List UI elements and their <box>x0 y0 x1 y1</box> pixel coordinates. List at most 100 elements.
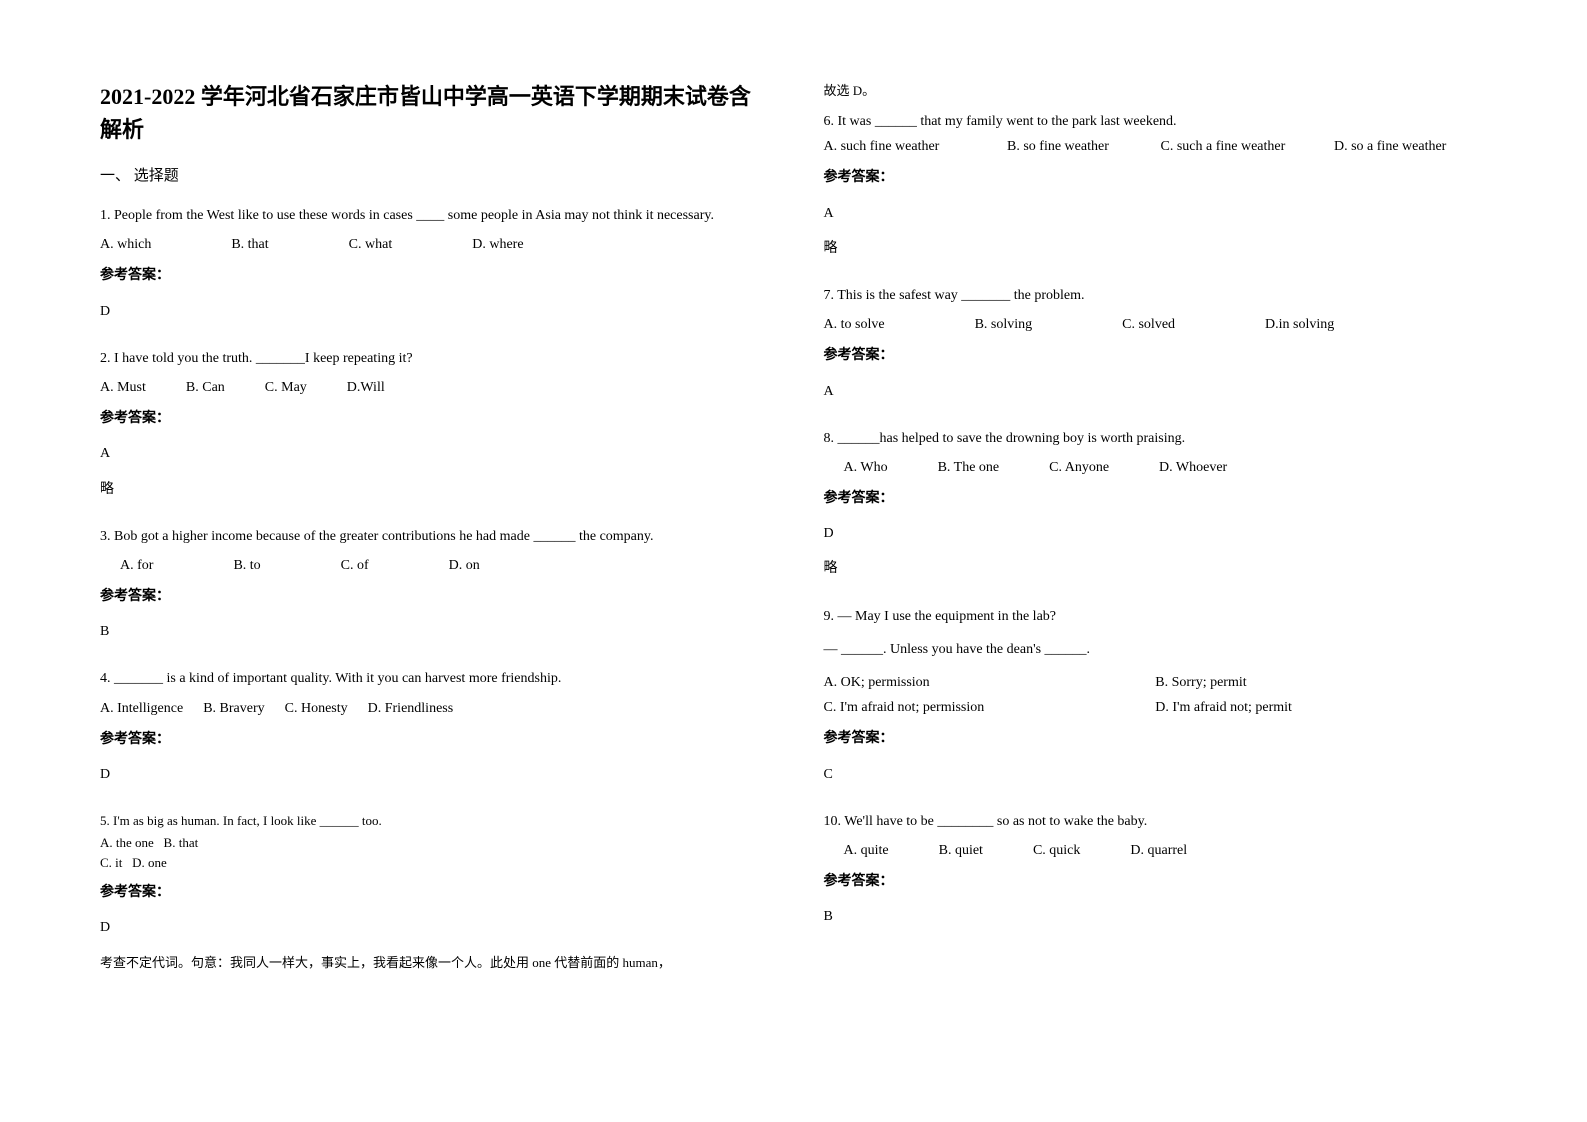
q4-answer: D <box>100 762 764 787</box>
q4-opt-b: B. Bravery <box>203 696 264 721</box>
q1-opt-a: A. which <box>100 232 151 257</box>
q9-opt-b: B. Sorry; permit <box>1155 670 1487 695</box>
question-4: 4. _______ is a kind of important qualit… <box>100 666 764 797</box>
q3-answer: B <box>100 619 764 644</box>
q4-options: A. Intelligence B. Bravery C. Honesty D.… <box>100 696 764 721</box>
question-10: 10. We'll have to be ________ so as not … <box>824 809 1488 940</box>
q9-options: A. OK; permission B. Sorry; permit C. I'… <box>824 670 1488 720</box>
q8-text: 8. ______has helped to save the drowning… <box>824 426 1488 451</box>
q5-opt-c: C. it <box>100 855 122 870</box>
q4-opt-c: C. Honesty <box>285 696 348 721</box>
q5-answer-label: 参考答案： <box>100 880 764 905</box>
q7-opt-d: D.in solving <box>1265 312 1334 337</box>
q10-opt-b: B. quiet <box>939 838 983 863</box>
q2-opt-c: C. May <box>265 375 307 400</box>
q6-answer: A <box>824 201 1488 226</box>
q10-opt-c: C. quick <box>1033 838 1080 863</box>
q8-answer: D <box>824 521 1488 546</box>
q2-text: 2. I have told you the truth. _______I k… <box>100 346 764 371</box>
q3-options: A. for B. to C. of D. on <box>100 553 764 578</box>
q6-opt-b: B. so fine weather <box>1007 134 1157 159</box>
question-5: 5. I'm as big as human. In fact, I look … <box>100 809 764 984</box>
q9-answer: C <box>824 762 1488 787</box>
q2-opt-b: B. Can <box>186 375 225 400</box>
q9-text2: — ______. Unless you have the dean's ___… <box>824 637 1488 662</box>
q8-note: 略 <box>824 556 1488 581</box>
q2-options: A. Must B. Can C. May D.Will <box>100 375 764 400</box>
q9-opt-a: A. OK; permission <box>824 670 1156 695</box>
q8-opt-a: A. Who <box>844 455 888 480</box>
question-8: 8. ______has helped to save the drowning… <box>824 426 1488 592</box>
q4-opt-d: D. Friendliness <box>368 696 454 721</box>
q2-opt-d: D.Will <box>347 375 385 400</box>
q1-answer-label: 参考答案： <box>100 263 764 288</box>
q6-answer-label: 参考答案： <box>824 165 1488 190</box>
q8-opt-b: B. The one <box>938 455 1000 480</box>
q6-opt-d: D. so a fine weather <box>1334 134 1446 159</box>
q8-answer-label: 参考答案： <box>824 486 1488 511</box>
q8-options: A. Who B. The one C. Anyone D. Whoever <box>824 455 1488 480</box>
q10-opt-d: D. quarrel <box>1130 838 1187 863</box>
q5-options: A. the one B. that C. it D. one <box>100 833 764 875</box>
q2-answer: A <box>100 441 764 466</box>
question-6: 6. It was ______ that my family went to … <box>824 109 1488 271</box>
q9-opt-d: D. I'm afraid not; permit <box>1155 695 1487 720</box>
q1-answer: D <box>100 299 764 324</box>
q2-note: 略 <box>100 477 764 502</box>
q5-explanation: 考查不定代词。句意：我同人一样大，事实上，我看起来像一个人。此处用 one 代替… <box>100 951 764 974</box>
q7-opt-c: C. solved <box>1122 312 1175 337</box>
q5-opt-a: A. the one <box>100 835 154 850</box>
q3-opt-c: C. of <box>341 553 369 578</box>
q4-opt-a: A. Intelligence <box>100 696 183 721</box>
q7-opt-a: A. to solve <box>824 312 885 337</box>
q1-opt-b: B. that <box>231 232 268 257</box>
q2-answer-label: 参考答案： <box>100 406 764 431</box>
q8-opt-c: C. Anyone <box>1049 455 1109 480</box>
q1-opt-d: D. where <box>472 232 523 257</box>
q5-answer: D <box>100 915 764 940</box>
q10-text: 10. We'll have to be ________ so as not … <box>824 809 1488 834</box>
q5-continuation: 故选 D。 <box>824 80 1488 99</box>
q5-opt-b: B. that <box>164 835 199 850</box>
exam-title: 2021-2022 学年河北省石家庄市皆山中学高一英语下学期期末试卷含解析 <box>100 80 764 146</box>
q7-text: 7. This is the safest way _______ the pr… <box>824 283 1488 308</box>
q7-options: A. to solve B. solving C. solved D.in so… <box>824 312 1488 337</box>
q9-answer-label: 参考答案： <box>824 726 1488 751</box>
q1-options: A. which B. that C. what D. where <box>100 232 764 257</box>
left-column: 2021-2022 学年河北省石家庄市皆山中学高一英语下学期期末试卷含解析 一、… <box>100 80 764 1042</box>
q6-options: A. such fine weather B. so fine weather … <box>824 134 1488 159</box>
q10-options: A. quite B. quiet C. quick D. quarrel <box>824 838 1488 863</box>
q7-opt-b: B. solving <box>975 312 1033 337</box>
q3-opt-d: D. on <box>449 553 480 578</box>
section-header: 一、 选择题 <box>100 164 764 185</box>
q3-text: 3. Bob got a higher income because of th… <box>100 524 764 549</box>
q1-opt-c: C. what <box>349 232 393 257</box>
question-7: 7. This is the safest way _______ the pr… <box>824 283 1488 414</box>
q9-opt-c: C. I'm afraid not; permission <box>824 695 1156 720</box>
q2-opt-a: A. Must <box>100 375 146 400</box>
q3-opt-b: B. to <box>233 553 260 578</box>
q4-answer-label: 参考答案： <box>100 727 764 752</box>
right-column: 故选 D。 6. It was ______ that my family we… <box>824 80 1488 1042</box>
q6-opt-c: C. such a fine weather <box>1161 134 1331 159</box>
q1-text: 1. People from the West like to use thes… <box>100 203 764 228</box>
q4-text: 4. _______ is a kind of important qualit… <box>100 666 764 691</box>
question-9: 9. — May I use the equipment in the lab?… <box>824 604 1488 797</box>
q3-answer-label: 参考答案： <box>100 584 764 609</box>
q10-answer: B <box>824 904 1488 929</box>
question-1: 1. People from the West like to use thes… <box>100 203 764 334</box>
q3-opt-a: A. for <box>120 553 153 578</box>
question-3: 3. Bob got a higher income because of th… <box>100 524 764 655</box>
q7-answer-label: 参考答案： <box>824 343 1488 368</box>
q5-text: 5. I'm as big as human. In fact, I look … <box>100 809 764 832</box>
q6-text: 6. It was ______ that my family went to … <box>824 109 1488 134</box>
q7-answer: A <box>824 379 1488 404</box>
q8-opt-d: D. Whoever <box>1159 455 1227 480</box>
q5-opt-d: D. one <box>132 855 167 870</box>
q9-text: 9. — May I use the equipment in the lab? <box>824 604 1488 629</box>
q6-note: 略 <box>824 236 1488 261</box>
q10-answer-label: 参考答案： <box>824 869 1488 894</box>
question-2: 2. I have told you the truth. _______I k… <box>100 346 764 512</box>
q10-opt-a: A. quite <box>844 838 889 863</box>
q6-opt-a: A. such fine weather <box>824 134 1004 159</box>
